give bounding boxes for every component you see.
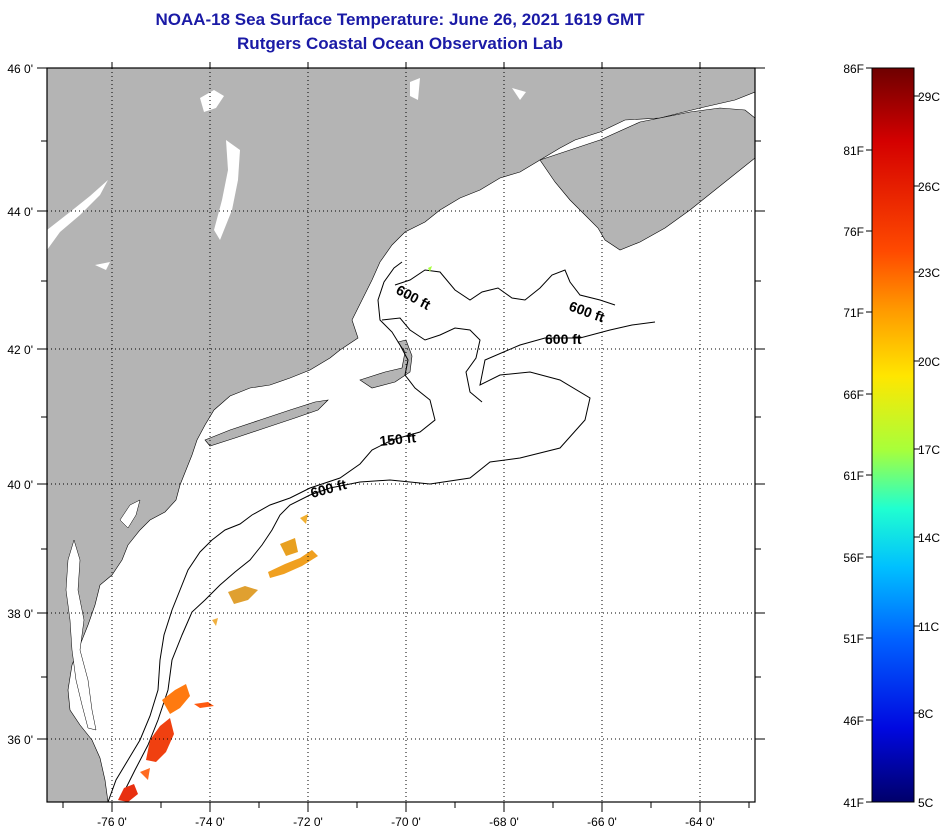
contour-label: 150 ft [379,429,417,449]
sst-patch [428,266,432,272]
sst-patch [228,586,258,604]
contour-gulf-maine [394,269,616,306]
colorbar-label-c: 11C [918,620,939,634]
colorbar-label-f: 46F [843,714,864,728]
colorbar-label-c: 23C [918,266,940,280]
contour-600ft-shelf [119,321,656,801]
lon-label: -72 0' [293,815,323,829]
lake [512,88,526,100]
lat-label: 38 0' [7,607,33,621]
sst-patch [162,684,190,714]
contour-label: 600 ft [545,331,582,347]
lake [47,180,108,250]
depth-contours [107,261,656,802]
colorbar-label-c: 20C [918,355,940,369]
land-nova-scotia [539,107,755,251]
sst-data-patches [118,266,432,802]
colorbar [871,67,915,803]
sst-patch [140,768,150,780]
colorbar-label-c: 5C [918,796,934,810]
chesapeake-bay [65,539,97,731]
land-long-island [204,399,329,447]
map-frame [46,67,756,803]
colorbar-label-c: 17C [918,443,940,457]
sst-patch [268,550,318,578]
colorbar-label-c: 8C [918,707,934,721]
sst-patch [300,514,308,524]
colorbar-label-f: 71F [843,306,864,320]
lat-label: 36 0' [7,733,33,747]
colorbar-label-f: 51F [843,632,864,646]
colorbar-label-c: 26C [918,180,940,194]
delaware-bay [119,499,141,529]
sst-patch [118,784,138,802]
colorbar-label-f: 76F [843,225,864,239]
contour-150ft [107,261,436,802]
lat-label: 44 0' [7,205,33,219]
colorbar-label-c: 29C [918,90,940,104]
colorbar-label-f: 66F [843,388,864,402]
lon-label: -70 0' [391,815,421,829]
contour-inner [381,317,483,403]
lat-label: 42 0' [7,343,33,357]
lake [410,78,420,100]
lon-label: -76 0' [97,815,127,829]
lake [200,90,224,112]
lake [214,140,240,240]
colorbar-ticks [866,67,920,803]
lon-label: -74 0' [195,815,225,829]
colorbar-label-f: 81F [843,144,864,158]
lat-label: 40 0' [7,478,33,492]
colorbar-label-f: 56F [843,551,864,565]
lat-label: 46 0' [7,62,33,76]
tick-marks [37,62,765,812]
lon-label: -68 0' [489,815,519,829]
lake [95,262,110,270]
map-subtitle: Rutgers Coastal Ocean Observation Lab [237,34,563,53]
sst-patch [146,718,174,762]
colorbar-label-f: 61F [843,469,864,483]
sst-patch [280,538,298,556]
sst-patch [212,618,218,626]
map-title: NOAA-18 Sea Surface Temperature: June 26… [155,10,645,29]
colorbar-label-f: 86F [843,62,864,76]
lon-label: -64 0' [685,815,715,829]
lon-label: -66 0' [587,815,617,829]
colorbar-label-f: 41F [843,796,864,810]
sst-patch [194,702,214,708]
colorbar-label-c: 14C [918,531,940,545]
